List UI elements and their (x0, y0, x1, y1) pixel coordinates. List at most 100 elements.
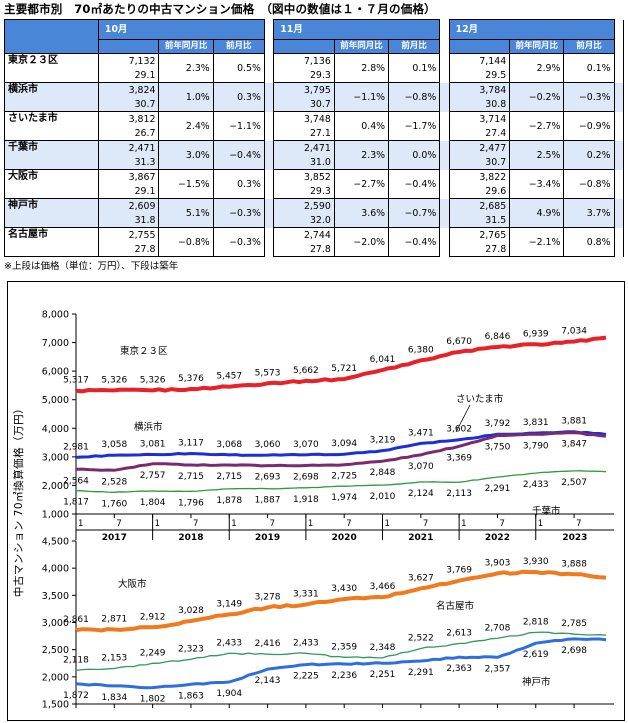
year-label: 2020 (332, 533, 357, 543)
year-label: 2018 (178, 533, 203, 543)
data-label: 3,466 (370, 582, 396, 592)
data-label: 1,878 (216, 496, 242, 506)
mom-value: 0.8% (563, 227, 615, 257)
data-label: 1,872 (63, 691, 89, 701)
data-label: 2,528 (101, 477, 127, 487)
yoy-value: −2.0% (333, 227, 390, 257)
city-name: 大阪市 (4, 169, 99, 199)
yoy-value: 2.5% (509, 140, 565, 170)
header-blank (97, 39, 160, 54)
table-row: 29.1 29.3 29.5 (5, 68, 624, 83)
data-label: 3,081 (140, 440, 166, 450)
data-label: 2,124 (408, 489, 434, 499)
price-value: 3,795 (273, 82, 335, 97)
yoy-header: 前年同月比 (509, 39, 565, 54)
building-age-value: 30.8 (448, 97, 511, 112)
mom-value: −0.8% (563, 169, 615, 199)
series-line (75, 569, 607, 633)
data-label: 2,818 (523, 617, 549, 627)
city-name: 神戸市 (4, 198, 99, 228)
building-age-value: 27.8 (448, 242, 511, 257)
yoy-header: 前年同月比 (158, 39, 214, 54)
y-tick-label: 2,000 (42, 481, 69, 492)
mom-value: −0.3% (563, 82, 615, 112)
data-label: 7,034 (561, 327, 587, 337)
year-label: 2017 (102, 533, 127, 543)
yoy-value: −1.1% (333, 82, 390, 112)
table-row: さいたま市 3,812 2.4% −1.1% 3,748 0.4% −1.7% 3,714 −2… (4, 111, 625, 141)
x-tick-label: 1 (461, 519, 466, 529)
price-value: 2,755 (97, 227, 160, 242)
data-label: 3,881 (561, 417, 587, 427)
data-label: 2,522 (408, 633, 434, 643)
data-label: 2,507 (561, 478, 587, 488)
data-label: 2,357 (485, 664, 511, 674)
building-age-value: 29.6 (448, 184, 511, 199)
data-label: 1,974 (331, 493, 357, 503)
x-tick-label: 1 (538, 519, 543, 529)
building-age-value: 27.1 (273, 126, 335, 141)
mom-value: −0.3% (212, 227, 265, 257)
yoy-value: 5.1% (158, 198, 214, 228)
mom-value: 0.5% (212, 53, 265, 83)
data-label: 3,278 (255, 592, 281, 602)
yoy-value: 0.4% (333, 111, 390, 141)
series-name-label: 千葉市 (532, 505, 561, 517)
data-label: 3,028 (178, 606, 204, 616)
chart-container: 中古マンション 70㎡換算価格（万円） 1,000 2,000 3,000 4,000 5… (7, 281, 625, 721)
yoy-value: −2.1% (509, 227, 565, 257)
data-label: 2,433 (293, 638, 319, 648)
y-tick-label: 3,000 (42, 618, 69, 629)
price-value: 7,136 (273, 53, 335, 68)
mom-value: 3.7% (563, 198, 615, 228)
price-value: 3,867 (97, 169, 160, 184)
data-label: 5,376 (178, 374, 204, 384)
data-label: 2,363 (446, 664, 472, 674)
data-label: 2,249 (140, 648, 166, 658)
header-corner (4, 19, 99, 54)
data-label: 1,760 (101, 499, 127, 509)
table-note: ※上段は価格（単位：万円）、下段は築年 (4, 261, 179, 272)
city-name: 千葉市 (4, 140, 99, 170)
mom-header: 前月比 (563, 39, 615, 54)
data-label: 1,887 (255, 496, 281, 506)
month-header: 10月 (97, 19, 265, 40)
data-label: 1,796 (178, 498, 204, 508)
x-tick-label: 7 (499, 519, 504, 529)
data-label: 5,662 (293, 366, 319, 376)
yoy-value: 2.4% (158, 111, 214, 141)
mom-value: −0.4% (388, 227, 441, 257)
data-label: 2,861 (63, 615, 89, 625)
data-label: 1,918 (293, 495, 319, 505)
y-tick-label: 7,000 (42, 338, 69, 349)
table-row: 名古屋市 2,755 −0.8% −0.3% 2,744 −2.0% −0.4% 2,765−… (4, 227, 625, 257)
data-label: 2,010 (370, 492, 396, 502)
data-label: 2,981 (63, 442, 89, 452)
yoy-value: 1.0% (158, 82, 214, 112)
mom-header: 前月比 (388, 39, 441, 54)
building-age-value: 31.8 (97, 213, 160, 228)
data-label: 6,380 (408, 345, 434, 355)
y-tick-label: 2,000 (42, 672, 69, 683)
data-label: 6,939 (523, 329, 549, 339)
year-label: 2021 (408, 533, 433, 543)
y-tick-label: 1,500 (42, 700, 69, 711)
building-age-value: 29.5 (448, 68, 511, 83)
series-name-label: さいたま市 (456, 393, 504, 405)
data-label: 2,323 (178, 644, 204, 654)
building-age-value: 30.7 (97, 97, 160, 112)
data-label: 3,331 (293, 590, 319, 600)
building-age-value: 26.7 (97, 126, 160, 141)
data-label: 1,817 (63, 498, 89, 508)
series-line (75, 335, 607, 394)
mom-value: −0.4% (388, 169, 441, 199)
data-label: 3,790 (523, 441, 549, 451)
yoy-value: −2.7% (333, 169, 390, 199)
data-label: 2,564 (63, 476, 89, 486)
data-label: 2,236 (331, 671, 357, 681)
mom-value: −0.3% (212, 198, 265, 228)
y-tick-label: 4,000 (42, 564, 69, 575)
data-label: 6,670 (446, 337, 472, 347)
data-label: 3,068 (216, 440, 242, 450)
mom-header: 前月比 (212, 39, 265, 54)
